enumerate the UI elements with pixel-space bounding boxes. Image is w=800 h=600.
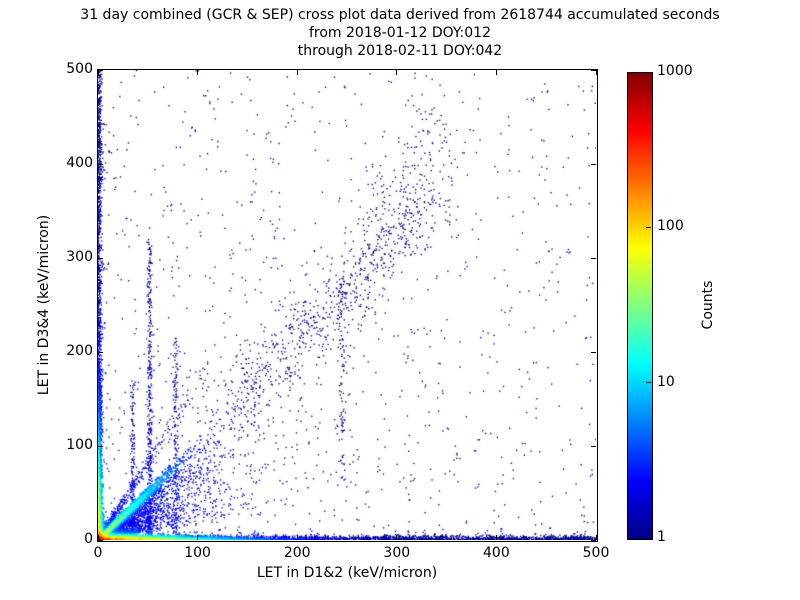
- y-axis-label: LET in D3&4 (keV/micron): [36, 214, 52, 396]
- y-tick-label: 300: [66, 249, 93, 265]
- x-tick-mark-bottom: [97, 535, 99, 540]
- x-tick-label: 400: [483, 545, 510, 561]
- colorbar-tick-label: 10: [657, 373, 675, 390]
- colorbar: [627, 72, 653, 540]
- x-tick-label: 100: [184, 545, 211, 561]
- x-tick-mark-top: [97, 70, 99, 75]
- y-tick-mark-right: [591, 539, 596, 541]
- x-tick-label: 200: [283, 545, 311, 561]
- y-tick-label: 200: [66, 343, 93, 359]
- x-tick-label: 0: [93, 545, 103, 561]
- colorbar-tick-mark: [646, 382, 651, 384]
- x-tick-mark-bottom: [595, 535, 597, 540]
- x-tick-mark-top: [197, 70, 199, 75]
- y-tick-mark-right: [591, 445, 596, 447]
- x-tick-mark-top: [595, 70, 597, 75]
- y-tick-label: 0: [84, 531, 93, 547]
- plot-title-line-3: through 2018-02-11 DOY:042: [297, 43, 503, 59]
- y-tick-mark-right: [591, 69, 596, 71]
- x-tick-mark-bottom: [296, 535, 298, 540]
- colorbar-label: Counts: [700, 280, 716, 330]
- y-tick-mark-left: [98, 163, 103, 165]
- x-tick-label: 500: [582, 545, 610, 561]
- plot-title-line-1: 31 day combined (GCR & SEP) cross plot d…: [80, 7, 720, 23]
- colorbar-tick-label: 100: [657, 218, 684, 235]
- y-tick-mark-left: [98, 351, 103, 353]
- x-tick-mark-top: [396, 70, 398, 75]
- colorbar-tick-label: 1: [657, 529, 666, 545]
- y-tick-mark-left: [98, 539, 103, 541]
- x-tick-label: 300: [383, 545, 411, 561]
- y-tick-label: 100: [66, 437, 93, 453]
- plot-title-block: 31 day combined (GCR & SEP) cross plot d…: [0, 6, 800, 60]
- x-tick-mark-bottom: [396, 535, 398, 540]
- x-axis-label: LET in D1&2 (keV/micron): [256, 565, 438, 581]
- colorbar-tick-mark: [646, 226, 651, 228]
- plot-title-line-2: from 2018-01-12 DOY:012: [308, 25, 491, 41]
- y-tick-mark-right: [591, 351, 596, 353]
- scatter-plot-canvas: [98, 70, 596, 540]
- y-tick-mark-left: [98, 257, 103, 259]
- y-tick-label: 400: [66, 155, 93, 171]
- y-tick-mark-right: [591, 257, 596, 259]
- x-tick-mark-bottom: [197, 535, 199, 540]
- x-tick-mark-top: [296, 70, 298, 75]
- y-tick-mark-right: [591, 163, 596, 165]
- x-tick-mark-bottom: [495, 535, 497, 540]
- colorbar-tick-label: 1000: [657, 63, 693, 79]
- y-tick-label: 500: [66, 61, 93, 77]
- x-tick-mark-top: [495, 70, 497, 75]
- y-tick-mark-left: [98, 69, 103, 71]
- y-tick-mark-left: [98, 445, 103, 447]
